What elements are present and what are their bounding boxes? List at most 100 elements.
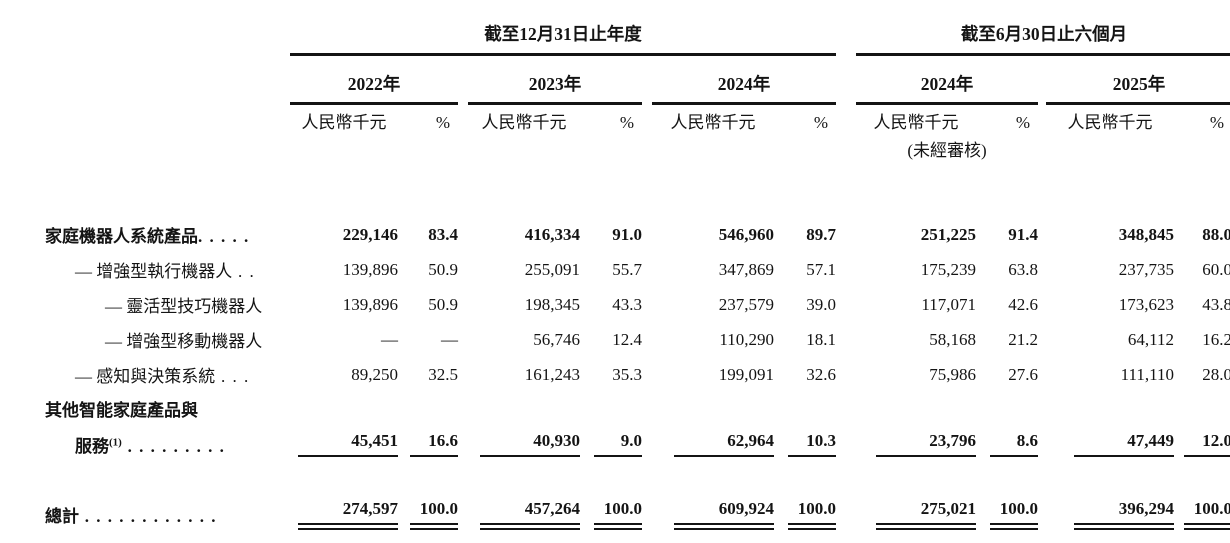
unit-header-pct: % <box>619 113 634 132</box>
cell-pct: 50.9 <box>428 259 458 279</box>
year-2023: 2023年 <box>468 54 642 105</box>
cell-pct: 18.1 <box>806 329 836 349</box>
cell-value: 45,451 <box>298 431 398 457</box>
cell-value: 139,896 <box>342 259 398 279</box>
cell-value: 199,091 <box>718 364 774 384</box>
cell-pct: 100.0 <box>990 499 1038 530</box>
cell-value: 58,168 <box>929 329 976 349</box>
table-row-perception-decision-systems: — 感知與決策系統 . . . 89,250 32.5 161,243 35.3… <box>45 357 1230 392</box>
cell-pct: 28.0 <box>1202 364 1230 384</box>
unaudited-note-row: (未經審核) <box>45 135 1230 161</box>
year-2025-interim: 2025年 <box>1046 54 1230 105</box>
year-2022: 2022年 <box>290 54 458 105</box>
table-row-total: 總計 . . . . . . . . . . . . 274,597 100.0… <box>45 494 1230 534</box>
row-label: — 感知與決策系統 . . . <box>75 367 250 386</box>
cell-value: 75,986 <box>929 364 976 384</box>
cell-value: 546,960 <box>718 224 774 244</box>
cell-value: — <box>381 329 398 349</box>
table-row-home-robot-systems: 家庭機器人系統產品. . . . . 229,146 83.4 416,334 … <box>45 217 1230 252</box>
section-title-interim: 截至6月30日止六個月 <box>856 8 1230 56</box>
cell-pct: 89.7 <box>806 224 836 244</box>
cell-value: 237,579 <box>718 294 774 314</box>
unit-header-pct: % <box>1015 113 1030 132</box>
cell-pct: 16.6 <box>410 431 458 457</box>
year-2024: 2024年 <box>652 54 836 105</box>
unit-header-value: 人民幣千元 <box>301 113 387 132</box>
cell-value: 396,294 <box>1074 499 1174 530</box>
cell-pct: 42.6 <box>1008 294 1038 314</box>
cell-value: 139,896 <box>342 294 398 314</box>
cell-pct: 57.1 <box>806 259 836 279</box>
cell-value: 40,930 <box>480 431 580 457</box>
cell-pct: 12.4 <box>612 329 642 349</box>
row-label: — 增強型移動機器人 <box>105 332 263 351</box>
cell-pct: 55.7 <box>612 259 642 279</box>
cell-value: 255,091 <box>524 259 580 279</box>
cell-pct: 100.0 <box>410 499 458 530</box>
row-label: — 靈活型技巧機器人 <box>105 297 263 316</box>
cell-value: 275,021 <box>876 499 976 530</box>
cell-value: 251,225 <box>920 224 976 244</box>
cell-value: 173,623 <box>1118 294 1174 314</box>
unit-header-pct: % <box>813 113 828 132</box>
cell-value: 347,869 <box>718 259 774 279</box>
cell-value: 110,290 <box>719 329 774 349</box>
cell-value: 175,239 <box>920 259 976 279</box>
row-label: 其他智能家庭產品與 <box>45 400 198 420</box>
cell-pct: 35.3 <box>612 364 642 384</box>
year-2024-interim: 2024年 <box>856 54 1038 105</box>
cell-value: 161,243 <box>524 364 580 384</box>
header-body-gap <box>45 161 1230 217</box>
revenue-breakdown-table: 截至12月31日止年度 截至6月30日止六個月 2022年 2023年 2024… <box>45 8 1230 534</box>
row-label: 總計 . . . . . . . . . . . . <box>45 506 217 526</box>
cell-value: 117,071 <box>921 294 976 314</box>
unit-header-value: 人民幣千元 <box>873 113 959 132</box>
section-gap <box>836 8 856 55</box>
year-header-row: 2022年 2023年 2024年 2024年 2025年 <box>45 54 1230 105</box>
cell-pct: 27.6 <box>1008 364 1038 384</box>
table-row-flexible-skill-robots: — 靈活型技巧機器人 139,896 50.9 198,345 43.3 237… <box>45 287 1230 322</box>
cell-pct: 10.3 <box>788 431 836 457</box>
section-header-row: 截至12月31日止年度 截至6月30日止六個月 <box>45 8 1230 56</box>
cell-value: 348,845 <box>1118 224 1174 244</box>
cell-pct: 8.6 <box>990 431 1038 457</box>
cell-pct: 39.0 <box>806 294 836 314</box>
cell-value: 457,264 <box>480 499 580 530</box>
cell-value: 47,449 <box>1074 431 1174 457</box>
section-title-annual: 截至12月31日止年度 <box>290 8 836 56</box>
cell-pct: 91.0 <box>612 224 642 244</box>
cell-value: 111,110 <box>1120 364 1174 384</box>
table-row-enhanced-execution-robots: — 增強型執行機器人 . . 139,896 50.9 255,091 55.7… <box>45 252 1230 287</box>
subtotal-total-gap <box>45 464 1230 494</box>
cell-pct: 100.0 <box>1184 499 1230 530</box>
unit-header-pct: % <box>1209 113 1224 132</box>
cell-value: 64,112 <box>1127 329 1174 349</box>
unit-header-value: 人民幣千元 <box>1067 113 1153 132</box>
cell-pct: 100.0 <box>788 499 836 530</box>
cell-pct: 32.5 <box>428 364 458 384</box>
cell-pct: 43.3 <box>612 294 642 314</box>
row-label: 家庭機器人系統產品. . . . . <box>45 227 250 246</box>
table-row-other-products-label-line: 其他智能家庭產品與 <box>45 392 1230 424</box>
footnote-marker: (1) <box>109 435 122 448</box>
cell-value: 62,964 <box>674 431 774 457</box>
cell-pct: 21.2 <box>1008 329 1038 349</box>
cell-pct: 83.4 <box>428 224 458 244</box>
unit-header-value: 人民幣千元 <box>481 113 567 132</box>
row-label: — 增強型執行機器人 . . <box>75 262 256 281</box>
cell-value: 229,146 <box>342 224 398 244</box>
table-row-other-products-services: 服務(1) . . . . . . . . . 45,451 16.6 40,9… <box>45 424 1230 464</box>
cell-value: 416,334 <box>524 224 580 244</box>
cell-pct: 32.6 <box>806 364 836 384</box>
unit-header-value: 人民幣千元 <box>670 113 756 132</box>
cell-pct: 16.2 <box>1202 329 1230 349</box>
cell-pct: 91.4 <box>1008 224 1038 244</box>
cell-pct: 100.0 <box>594 499 642 530</box>
cell-pct: — <box>441 329 458 349</box>
unaudited-note: (未經審核) <box>907 140 987 160</box>
cell-pct: 63.8 <box>1008 259 1038 279</box>
cell-pct: 88.0 <box>1202 224 1230 244</box>
cell-pct: 9.0 <box>594 431 642 457</box>
row-label: 服務(1) . . . . . . . . . <box>75 435 226 456</box>
